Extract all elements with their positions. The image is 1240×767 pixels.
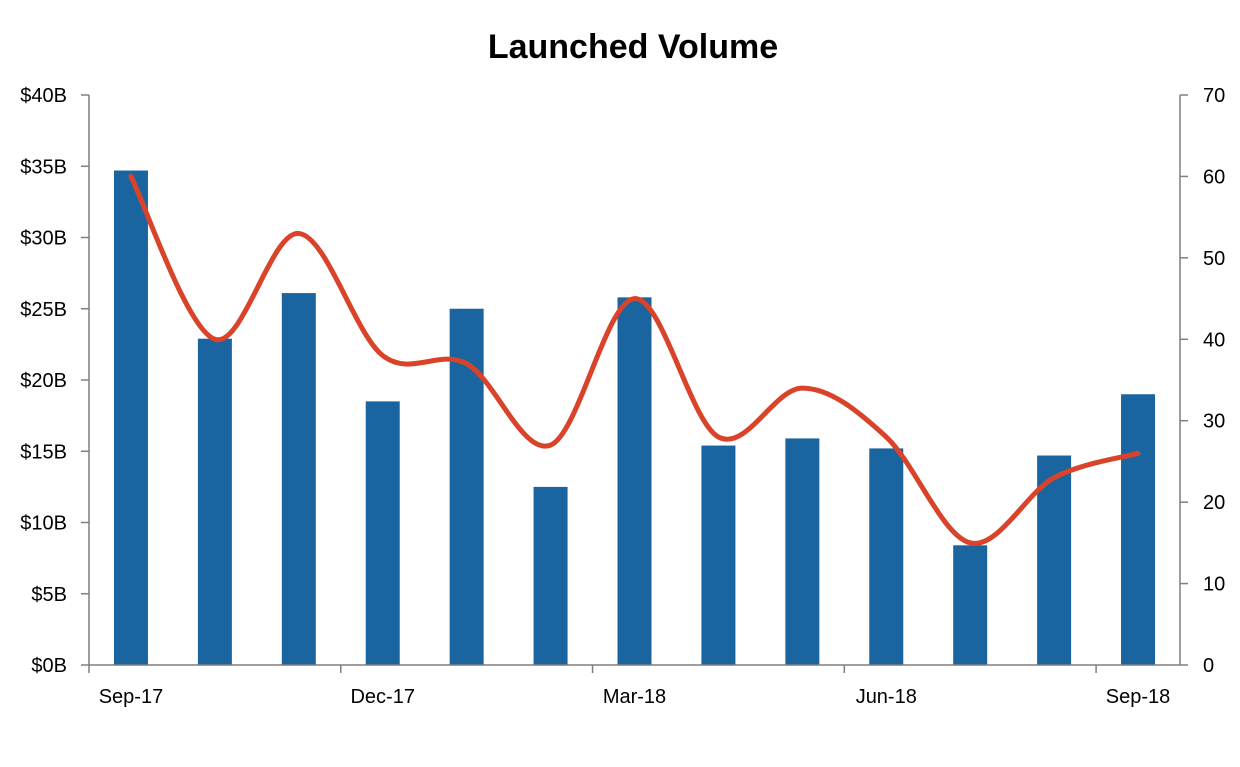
left-y-tick-label: $25B (20, 299, 67, 321)
x-tick-label: Mar-18 (603, 686, 666, 708)
right-y-tick-label: 40 (1203, 329, 1225, 351)
right-y-tick-label: 70 (1203, 85, 1225, 107)
volume-bar (365, 401, 400, 666)
right-y-tick-label: 50 (1203, 248, 1225, 270)
chart-title: Launched Volume (488, 28, 778, 66)
x-tick-label: Sep-17 (99, 686, 164, 708)
volume-bar (869, 448, 904, 665)
count-series-line (128, 173, 1141, 546)
volume-bar (785, 438, 820, 665)
volume-bar (281, 293, 316, 665)
line-layer (128, 173, 1141, 546)
volume-bar (113, 170, 148, 665)
x-tick-label: Jun-18 (856, 686, 917, 708)
right-y-tick-label: 0 (1203, 655, 1214, 677)
bars-layer (113, 170, 1156, 666)
right-y-tick-label: 10 (1203, 574, 1225, 596)
volume-bar (1037, 455, 1072, 665)
left-y-tick-label: $20B (20, 370, 67, 392)
left-y-tick-label: $15B (20, 441, 67, 463)
right-y-tick-label: 20 (1203, 492, 1225, 514)
right-y-tick-label: 30 (1203, 411, 1225, 433)
x-tick-label: Dec-17 (350, 686, 414, 708)
left-y-tick-label: $10B (20, 513, 67, 535)
volume-bar (701, 445, 736, 665)
left-y-tick-label: $35B (20, 156, 67, 178)
left-y-tick-label: $0B (31, 655, 67, 677)
volume-bar (1121, 394, 1156, 665)
volume-bar (533, 486, 568, 666)
volume-bar (197, 338, 232, 665)
x-tick-label: Sep-18 (1106, 686, 1171, 708)
left-y-tick-label: $40B (20, 85, 67, 107)
axes-layer: $0B $5B $10B $15B $20B $25B $30B $35B $40B 0 10 20 3… (20, 85, 1225, 708)
volume-bar (953, 545, 988, 665)
left-y-tick-label: $5B (31, 584, 67, 606)
left-y-tick-label: $30B (20, 228, 67, 250)
volume-bar (449, 308, 484, 665)
volume-bar (617, 297, 652, 665)
right-y-tick-label: 60 (1203, 166, 1225, 188)
